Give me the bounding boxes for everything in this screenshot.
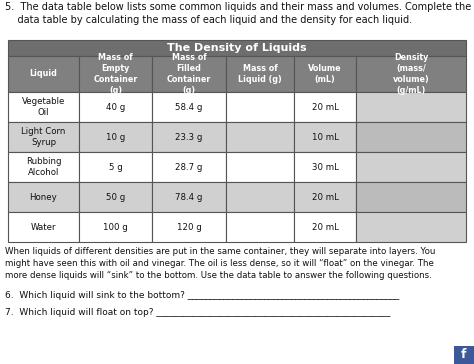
- Text: Volume
(mL): Volume (mL): [309, 64, 342, 84]
- Text: 7.  Which liquid will float on top? ____________________________________________: 7. Which liquid will float on top? _____…: [5, 308, 391, 317]
- Bar: [294, 182, 356, 212]
- Bar: [226, 152, 294, 182]
- Text: 120 g: 120 g: [176, 222, 201, 232]
- Text: 20 mL: 20 mL: [312, 222, 338, 232]
- Bar: [152, 152, 226, 182]
- Bar: [152, 122, 226, 152]
- Bar: [294, 122, 356, 152]
- Bar: [226, 56, 294, 92]
- Bar: [8, 212, 79, 242]
- Bar: [356, 92, 466, 122]
- Bar: [294, 212, 356, 242]
- Text: 78.4 g: 78.4 g: [175, 193, 202, 202]
- Text: Water: Water: [31, 222, 56, 232]
- Text: Mass of
Liquid (g): Mass of Liquid (g): [238, 64, 282, 84]
- Bar: [152, 56, 226, 92]
- Text: Rubbing
Alcohol: Rubbing Alcohol: [26, 157, 61, 177]
- Bar: [8, 152, 79, 182]
- Bar: [294, 56, 356, 92]
- Bar: [79, 212, 152, 242]
- Text: 5 g: 5 g: [109, 162, 122, 171]
- Text: Density
(mass/
volume)
(g/mL): Density (mass/ volume) (g/mL): [392, 53, 429, 95]
- Text: 30 mL: 30 mL: [312, 162, 338, 171]
- Text: f: f: [461, 348, 467, 361]
- Text: Vegetable
Oil: Vegetable Oil: [22, 97, 65, 117]
- Bar: [79, 122, 152, 152]
- Bar: [8, 56, 79, 92]
- Text: 40 g: 40 g: [106, 103, 125, 111]
- Bar: [152, 92, 226, 122]
- Text: When liquids of different densities are put in the same container, they will sep: When liquids of different densities are …: [5, 247, 436, 280]
- Text: 10 mL: 10 mL: [312, 132, 338, 142]
- Bar: [79, 152, 152, 182]
- Bar: [79, 92, 152, 122]
- Bar: [226, 182, 294, 212]
- Text: Mass of
Filled
Container
(g): Mass of Filled Container (g): [167, 53, 211, 95]
- Bar: [356, 152, 466, 182]
- Bar: [356, 212, 466, 242]
- Text: 20 mL: 20 mL: [312, 193, 338, 202]
- Bar: [226, 212, 294, 242]
- Bar: [152, 212, 226, 242]
- Text: Mass of
Empty
Container
(g): Mass of Empty Container (g): [93, 53, 138, 95]
- Text: 100 g: 100 g: [103, 222, 128, 232]
- Bar: [79, 182, 152, 212]
- Text: Light Corn
Syrup: Light Corn Syrup: [21, 127, 66, 147]
- Bar: [152, 182, 226, 212]
- Bar: [226, 92, 294, 122]
- Bar: [294, 152, 356, 182]
- Text: Honey: Honey: [29, 193, 57, 202]
- Text: 23.3 g: 23.3 g: [175, 132, 202, 142]
- Text: Liquid: Liquid: [29, 70, 57, 79]
- Text: 6.  Which liquid will sink to the bottom? ______________________________________: 6. Which liquid will sink to the bottom?…: [5, 291, 399, 300]
- Bar: [454, 346, 474, 364]
- Bar: [79, 56, 152, 92]
- Text: 50 g: 50 g: [106, 193, 125, 202]
- Bar: [8, 122, 79, 152]
- Bar: [356, 56, 466, 92]
- Text: The Density of Liquids: The Density of Liquids: [167, 43, 307, 53]
- Bar: [356, 182, 466, 212]
- Bar: [8, 40, 466, 56]
- Bar: [356, 122, 466, 152]
- Text: 58.4 g: 58.4 g: [175, 103, 202, 111]
- Text: 5.  The data table below lists some common liquids and their mass and volumes. C: 5. The data table below lists some commo…: [5, 2, 471, 25]
- Bar: [294, 92, 356, 122]
- Text: 10 g: 10 g: [106, 132, 125, 142]
- Bar: [8, 92, 79, 122]
- Text: 28.7 g: 28.7 g: [175, 162, 202, 171]
- Bar: [226, 122, 294, 152]
- Bar: [8, 182, 79, 212]
- Text: 20 mL: 20 mL: [312, 103, 338, 111]
